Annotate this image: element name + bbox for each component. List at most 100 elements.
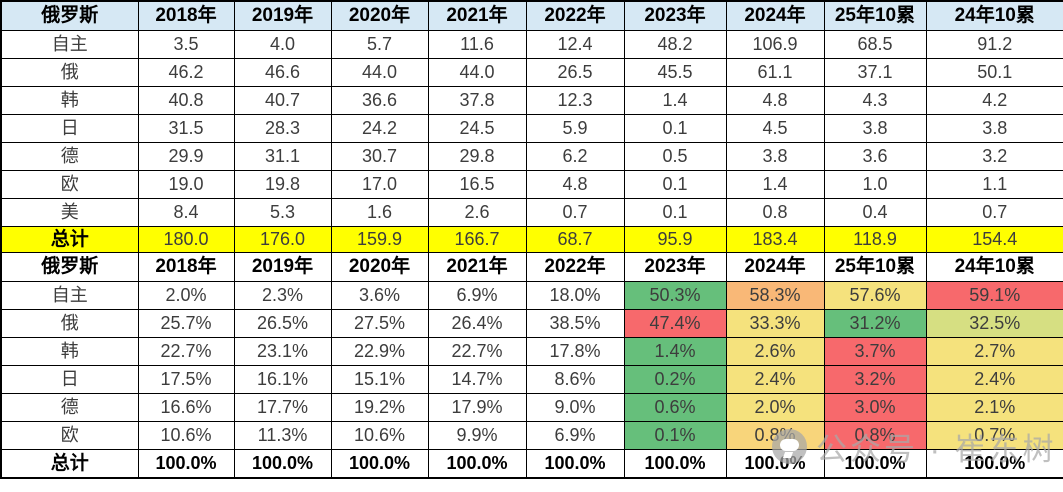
table1-cell-2019-korea: 40.7 xyxy=(233,85,332,115)
table1-cell-2023-germany: 0.5 xyxy=(623,141,727,171)
table1-cell-2020-usa: 1.6 xyxy=(330,197,429,227)
table1-total-ytd24: 154.4 xyxy=(925,225,1063,253)
table2-korea-label: 韩 xyxy=(0,336,139,366)
table1-total-2021: 166.7 xyxy=(427,225,527,253)
table2-header-2023: 2023年 xyxy=(623,251,727,282)
table2-cell-2018-domestic: 2.0% xyxy=(137,280,235,310)
table1-row-germany: 德 29.9 31.1 30.7 29.8 6.2 0.5 3.8 3.6 3.2 xyxy=(0,141,1063,171)
table1-cell-2018-europe: 19.0 xyxy=(137,169,235,199)
table1-domestic-label: 自主 xyxy=(0,29,139,59)
table2-header-row: 俄罗斯 2018年 2019年 2020年 2021年 2022年 2023年 2024年 25… xyxy=(0,251,1063,282)
table2-header-2021: 2021年 xyxy=(427,251,527,282)
table2-cell-2021-europe: 9.9% xyxy=(427,420,527,450)
table1-cell-2021-korea: 37.8 xyxy=(427,85,527,115)
table2-cell-ytd25-russia: 31.2% xyxy=(823,308,927,338)
table1-cell-ytd25-europe: 1.0 xyxy=(823,169,927,199)
table2-russia-label: 俄 xyxy=(0,308,139,338)
table2-cell-2024-russia: 33.3% xyxy=(725,308,825,338)
table2-cell-2019-germany: 17.7% xyxy=(233,392,332,422)
table1-korea-label: 韩 xyxy=(0,85,139,115)
table1-total-2023: 95.9 xyxy=(623,225,727,253)
table2-header-2024: 2024年 xyxy=(725,251,825,282)
table1-cell-2023-domestic: 48.2 xyxy=(623,29,727,59)
table1-cell-ytd25-germany: 3.6 xyxy=(823,141,927,171)
table2-cell-2024-korea: 2.6% xyxy=(725,336,825,366)
table1-header-2018: 2018年 xyxy=(137,0,235,31)
table2-cell-2021-domestic: 6.9% xyxy=(427,280,527,310)
table2-cell-ytd25-domestic: 57.6% xyxy=(823,280,927,310)
table1-cell-2024-korea: 4.8 xyxy=(725,85,825,115)
table1-cell-ytd25-japan: 3.8 xyxy=(823,113,927,143)
table2-cell-2020-germany: 19.2% xyxy=(330,392,429,422)
table1-row-russia: 俄 46.2 46.6 44.0 44.0 26.5 45.5 61.1 37.1 50.1 xyxy=(0,57,1063,87)
table1-cell-2019-usa: 5.3 xyxy=(233,197,332,227)
table2-cell-2024-domestic: 58.3% xyxy=(725,280,825,310)
table1-header-ytd24: 24年10累 xyxy=(925,0,1063,31)
table2-row-europe: 欧 10.6% 11.3% 10.6% 9.9% 6.9% 0.1% 0.8% 0.8% 0.7% xyxy=(0,420,1063,450)
table2-header-2019: 2019年 xyxy=(233,251,332,282)
table1-cell-ytd24-japan: 3.8 xyxy=(925,113,1063,143)
table1-cell-ytd24-europe: 1.1 xyxy=(925,169,1063,199)
table1-cell-2022-usa: 0.7 xyxy=(525,197,625,227)
table1-cell-2020-europe: 17.0 xyxy=(330,169,429,199)
table1-cell-2019-germany: 31.1 xyxy=(233,141,332,171)
table2-cell-2020-russia: 27.5% xyxy=(330,308,429,338)
table2-cell-2022-europe: 6.9% xyxy=(525,420,625,450)
table2-cell-2019-russia: 26.5% xyxy=(233,308,332,338)
table1-cell-2022-europe: 4.8 xyxy=(525,169,625,199)
table1-cell-2024-europe: 1.4 xyxy=(725,169,825,199)
table2-cell-2023-domestic: 50.3% xyxy=(623,280,727,310)
table1-header-2020: 2020年 xyxy=(330,0,429,31)
table2-cell-2024-japan: 2.4% xyxy=(725,364,825,394)
table2-cell-2021-korea: 22.7% xyxy=(427,336,527,366)
table2-header-2020: 2020年 xyxy=(330,251,429,282)
table2-total-ytd24: 100.0% xyxy=(925,448,1063,479)
table1-total-2024: 183.4 xyxy=(725,225,825,253)
table2-total-label: 总计 xyxy=(0,448,139,479)
table2-cell-2022-germany: 9.0% xyxy=(525,392,625,422)
table1-cell-2023-usa: 0.1 xyxy=(623,197,727,227)
table1-cell-2020-domestic: 5.7 xyxy=(330,29,429,59)
table2-cell-ytd25-korea: 3.7% xyxy=(823,336,927,366)
table1-cell-2018-domestic: 3.5 xyxy=(137,29,235,59)
table2-total-2020: 100.0% xyxy=(330,448,429,479)
table2-cell-2020-korea: 22.9% xyxy=(330,336,429,366)
table1-cell-ytd24-korea: 4.2 xyxy=(925,85,1063,115)
table2-cell-2018-europe: 10.6% xyxy=(137,420,235,450)
table2-germany-label: 德 xyxy=(0,392,139,422)
table1-header-label: 俄罗斯 xyxy=(0,0,139,31)
table1-cell-2019-japan: 28.3 xyxy=(233,113,332,143)
table2-domestic-label: 自主 xyxy=(0,280,139,310)
table2-cell-2024-germany: 2.0% xyxy=(725,392,825,422)
table1-header-2023: 2023年 xyxy=(623,0,727,31)
table1-russia-label: 俄 xyxy=(0,57,139,87)
table1-cell-2024-germany: 3.8 xyxy=(725,141,825,171)
table2-row-domestic: 自主 2.0% 2.3% 3.6% 6.9% 18.0% 50.3% 58.3% 57.6% 59… xyxy=(0,280,1063,310)
table2-total-2023: 100.0% xyxy=(623,448,727,479)
table1-cell-2024-usa: 0.8 xyxy=(725,197,825,227)
table1-total-2022: 68.7 xyxy=(525,225,625,253)
table2-header-2018: 2018年 xyxy=(137,251,235,282)
table2-row-russia: 俄 25.7% 26.5% 27.5% 26.4% 38.5% 47.4% 33.3% 31.2… xyxy=(0,308,1063,338)
table1-total-row: 总计 180.0 176.0 159.9 166.7 68.7 95.9 183.4 118.9… xyxy=(0,225,1063,253)
table1-total-2019: 176.0 xyxy=(233,225,332,253)
table2-cell-2024-europe: 0.8% xyxy=(725,420,825,450)
table1-cell-ytd24-germany: 3.2 xyxy=(925,141,1063,171)
table1-cell-ytd25-usa: 0.4 xyxy=(823,197,927,227)
table2-cell-2020-japan: 15.1% xyxy=(330,364,429,394)
table1-cell-2024-domestic: 106.9 xyxy=(725,29,825,59)
table2-cell-ytd24-germany: 2.1% xyxy=(925,392,1063,422)
table2-total-ytd25: 100.0% xyxy=(823,448,927,479)
table1-cell-2023-europe: 0.1 xyxy=(623,169,727,199)
table2-row-korea: 韩 22.7% 23.1% 22.9% 22.7% 17.8% 1.4% 2.6% 3.7% 2.… xyxy=(0,336,1063,366)
table2-row-japan: 日 17.5% 16.1% 15.1% 14.7% 8.6% 0.2% 2.4% 3.2% 2.4… xyxy=(0,364,1063,394)
table1-cell-ytd25-korea: 4.3 xyxy=(823,85,927,115)
table2-europe-label: 欧 xyxy=(0,420,139,450)
table1-cell-2020-germany: 30.7 xyxy=(330,141,429,171)
table1-total-label: 总计 xyxy=(0,225,139,253)
table2-cell-ytd25-germany: 3.0% xyxy=(823,392,927,422)
table1-cell-ytd24-russia: 50.1 xyxy=(925,57,1063,87)
table1-cell-2023-korea: 1.4 xyxy=(623,85,727,115)
table1-cell-2023-russia: 45.5 xyxy=(623,57,727,87)
table1-cell-2021-germany: 29.8 xyxy=(427,141,527,171)
